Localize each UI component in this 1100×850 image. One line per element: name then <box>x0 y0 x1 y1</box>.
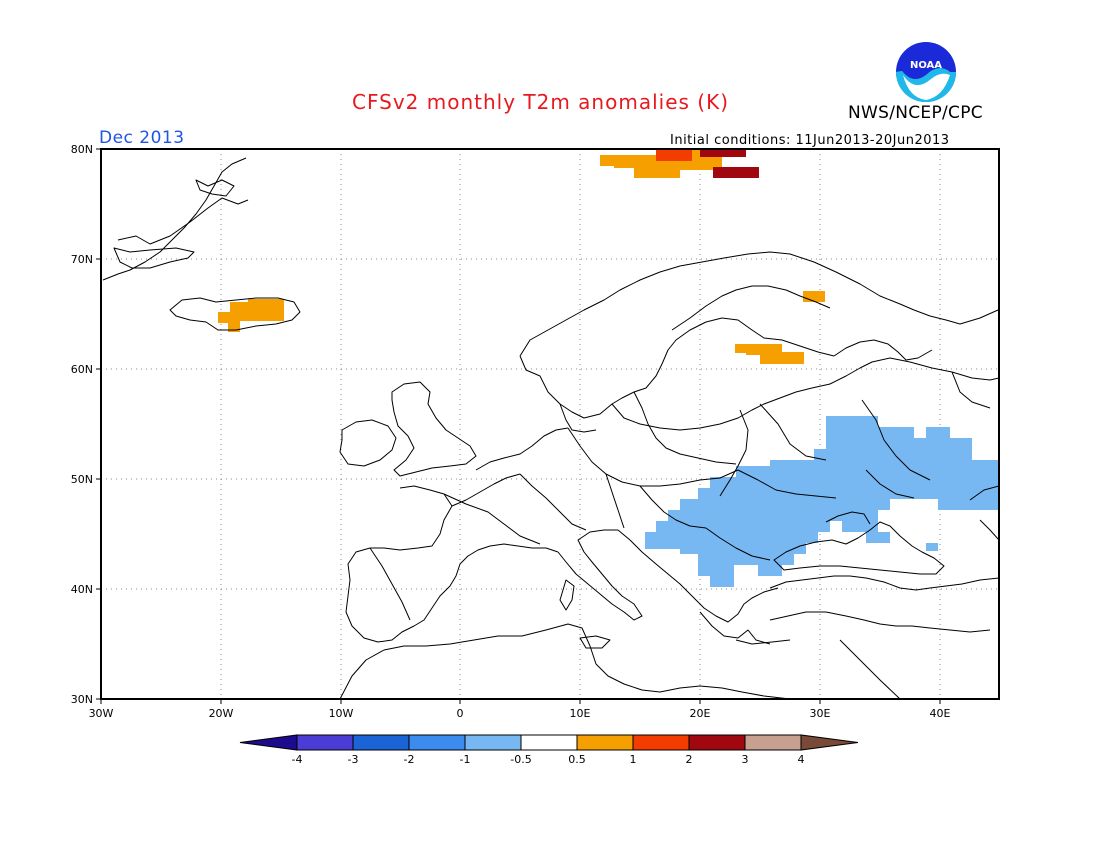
logo-text: NOAA <box>910 60 942 71</box>
warm-anomaly-iceland <box>218 299 284 332</box>
lon-label: 10E <box>570 707 591 720</box>
anomaly-shading <box>218 149 999 587</box>
initial-conditions-label: Initial conditions: 11Jun2013-20Jun2013 <box>670 133 950 148</box>
lat-label: 70N <box>71 253 93 266</box>
coastlines <box>102 157 999 699</box>
lon-label: 40E <box>930 707 951 720</box>
warm-anomaly-svalbard-east <box>713 167 759 178</box>
warm-anomaly-svalbard-strong <box>656 149 692 161</box>
lon-label: 0 <box>457 707 464 720</box>
forecast-month: Dec 2013 <box>99 128 185 148</box>
graticule <box>101 149 999 699</box>
lon-label: 20E <box>690 707 711 720</box>
warm-anomaly-kola <box>803 291 825 302</box>
agency-label: NWS/NCEP/CPC <box>848 103 983 123</box>
lon-label: 30E <box>810 707 831 720</box>
lat-label: 30N <box>71 693 93 706</box>
lat-label: 50N <box>71 473 93 486</box>
noaa-logo-icon: NOAA <box>896 42 956 102</box>
latitude-labels: 80N 70N 60N 50N 40N 30N <box>71 143 93 706</box>
map-title: CFSv2 monthly T2m anomalies (K) <box>352 90 729 114</box>
axis-ticks <box>96 148 941 704</box>
lat-label: 60N <box>71 363 93 376</box>
warm-anomaly-finland <box>735 344 804 364</box>
cold-anomaly-caucasus <box>926 543 938 551</box>
map-frame <box>100 148 1000 700</box>
longitude-labels: 30W 20W 10W 0 10E 20E 30E 40E <box>89 707 951 720</box>
cold-anomaly-eastern-europe <box>645 416 999 587</box>
lat-label: 40N <box>71 583 93 596</box>
lon-label: 30W <box>89 707 114 720</box>
warm-anomaly-svalbard-north <box>700 149 746 157</box>
lon-label: 10W <box>329 707 354 720</box>
lon-label: 20W <box>209 707 234 720</box>
lat-label: 80N <box>71 143 93 156</box>
